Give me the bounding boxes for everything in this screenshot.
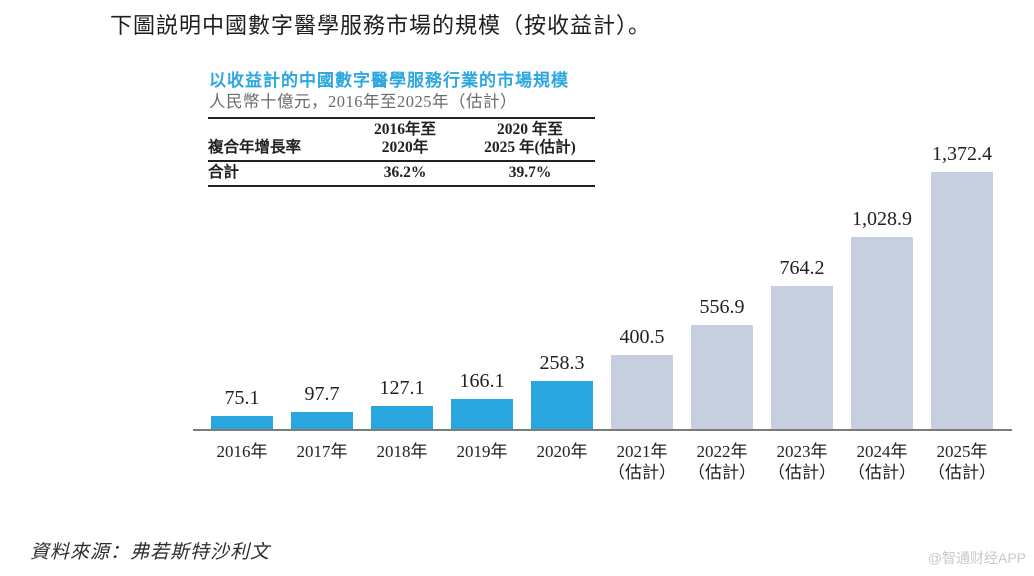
table-cell-cagr-2020-2025: 39.7%: [508, 164, 552, 181]
cagr-table: 複合年增長率 2016年至 2020年 2020 年至 2025 年(估計) 合…: [208, 117, 595, 187]
chart-title: 以收益計的中國數字醫學服務行業的市場規模: [209, 71, 569, 90]
intro-title: 下圖説明中國數字醫學服務市場的規模（按收益計）。: [110, 13, 652, 38]
x-axis-label: 2016年: [216, 442, 268, 461]
table-row: 合計 36.2% 39.7%: [208, 161, 595, 186]
bar-value-label: 1,028.9: [852, 208, 912, 230]
bar-value-label: 166.1: [459, 370, 505, 392]
table-row-header-label: 複合年增長率: [208, 118, 345, 162]
bar-value-label: 1,372.4: [932, 143, 992, 165]
bar-actual: [371, 406, 433, 430]
chart-subtitle: 人民幣十億元，2016年至2025年（估計）: [209, 92, 517, 111]
bar-value-label: 75.1: [224, 387, 260, 409]
bar-value-label: 97.7: [304, 383, 340, 405]
table-col-header-2016-2020: 2016年至 2020年: [345, 118, 465, 162]
x-axis-label: 2020年: [536, 442, 588, 461]
bar-actual: [211, 416, 273, 430]
bar-value-label: 764.2: [779, 257, 825, 279]
bar-estimated: [611, 355, 673, 430]
table-col-header-2020-2025: 2020 年至 2025 年(估計): [465, 118, 595, 162]
x-axis-label: 2024年 （估計）: [848, 442, 916, 482]
x-axis-label: 2021年 （估計）: [608, 442, 676, 482]
x-axis-label: 2023年 （估計）: [768, 442, 836, 482]
bar-value-label: 556.9: [699, 296, 745, 318]
bar-actual: [451, 399, 513, 430]
bar-actual: [531, 381, 593, 430]
bar-value-label: 258.3: [539, 352, 585, 374]
source-note: 資料來源：弗若斯特沙利文: [30, 542, 271, 563]
bar-estimated: [691, 325, 753, 430]
bar-estimated: [851, 237, 913, 430]
x-axis-label: 2018年: [376, 442, 428, 461]
bar-estimated: [771, 286, 833, 430]
bar-value-label: 127.1: [379, 377, 425, 399]
x-axis-label: 2017年: [296, 442, 348, 461]
table-cell-cagr-2016-2020: 36.2%: [383, 164, 427, 181]
bar-value-label: 400.5: [619, 326, 665, 348]
bar-estimated: [931, 172, 993, 430]
watermark: @智通财经APP: [927, 550, 1026, 566]
bar-actual: [291, 412, 353, 430]
x-axis-label: 2022年 （估計）: [688, 442, 756, 482]
table-cell-total-label: 合計: [208, 164, 240, 181]
x-axis: [193, 429, 1012, 431]
x-axis-label: 2025年 （估計）: [928, 442, 996, 482]
x-axis-label: 2019年: [456, 442, 508, 461]
table-header-row: 複合年增長率 2016年至 2020年 2020 年至 2025 年(估計): [208, 118, 595, 162]
